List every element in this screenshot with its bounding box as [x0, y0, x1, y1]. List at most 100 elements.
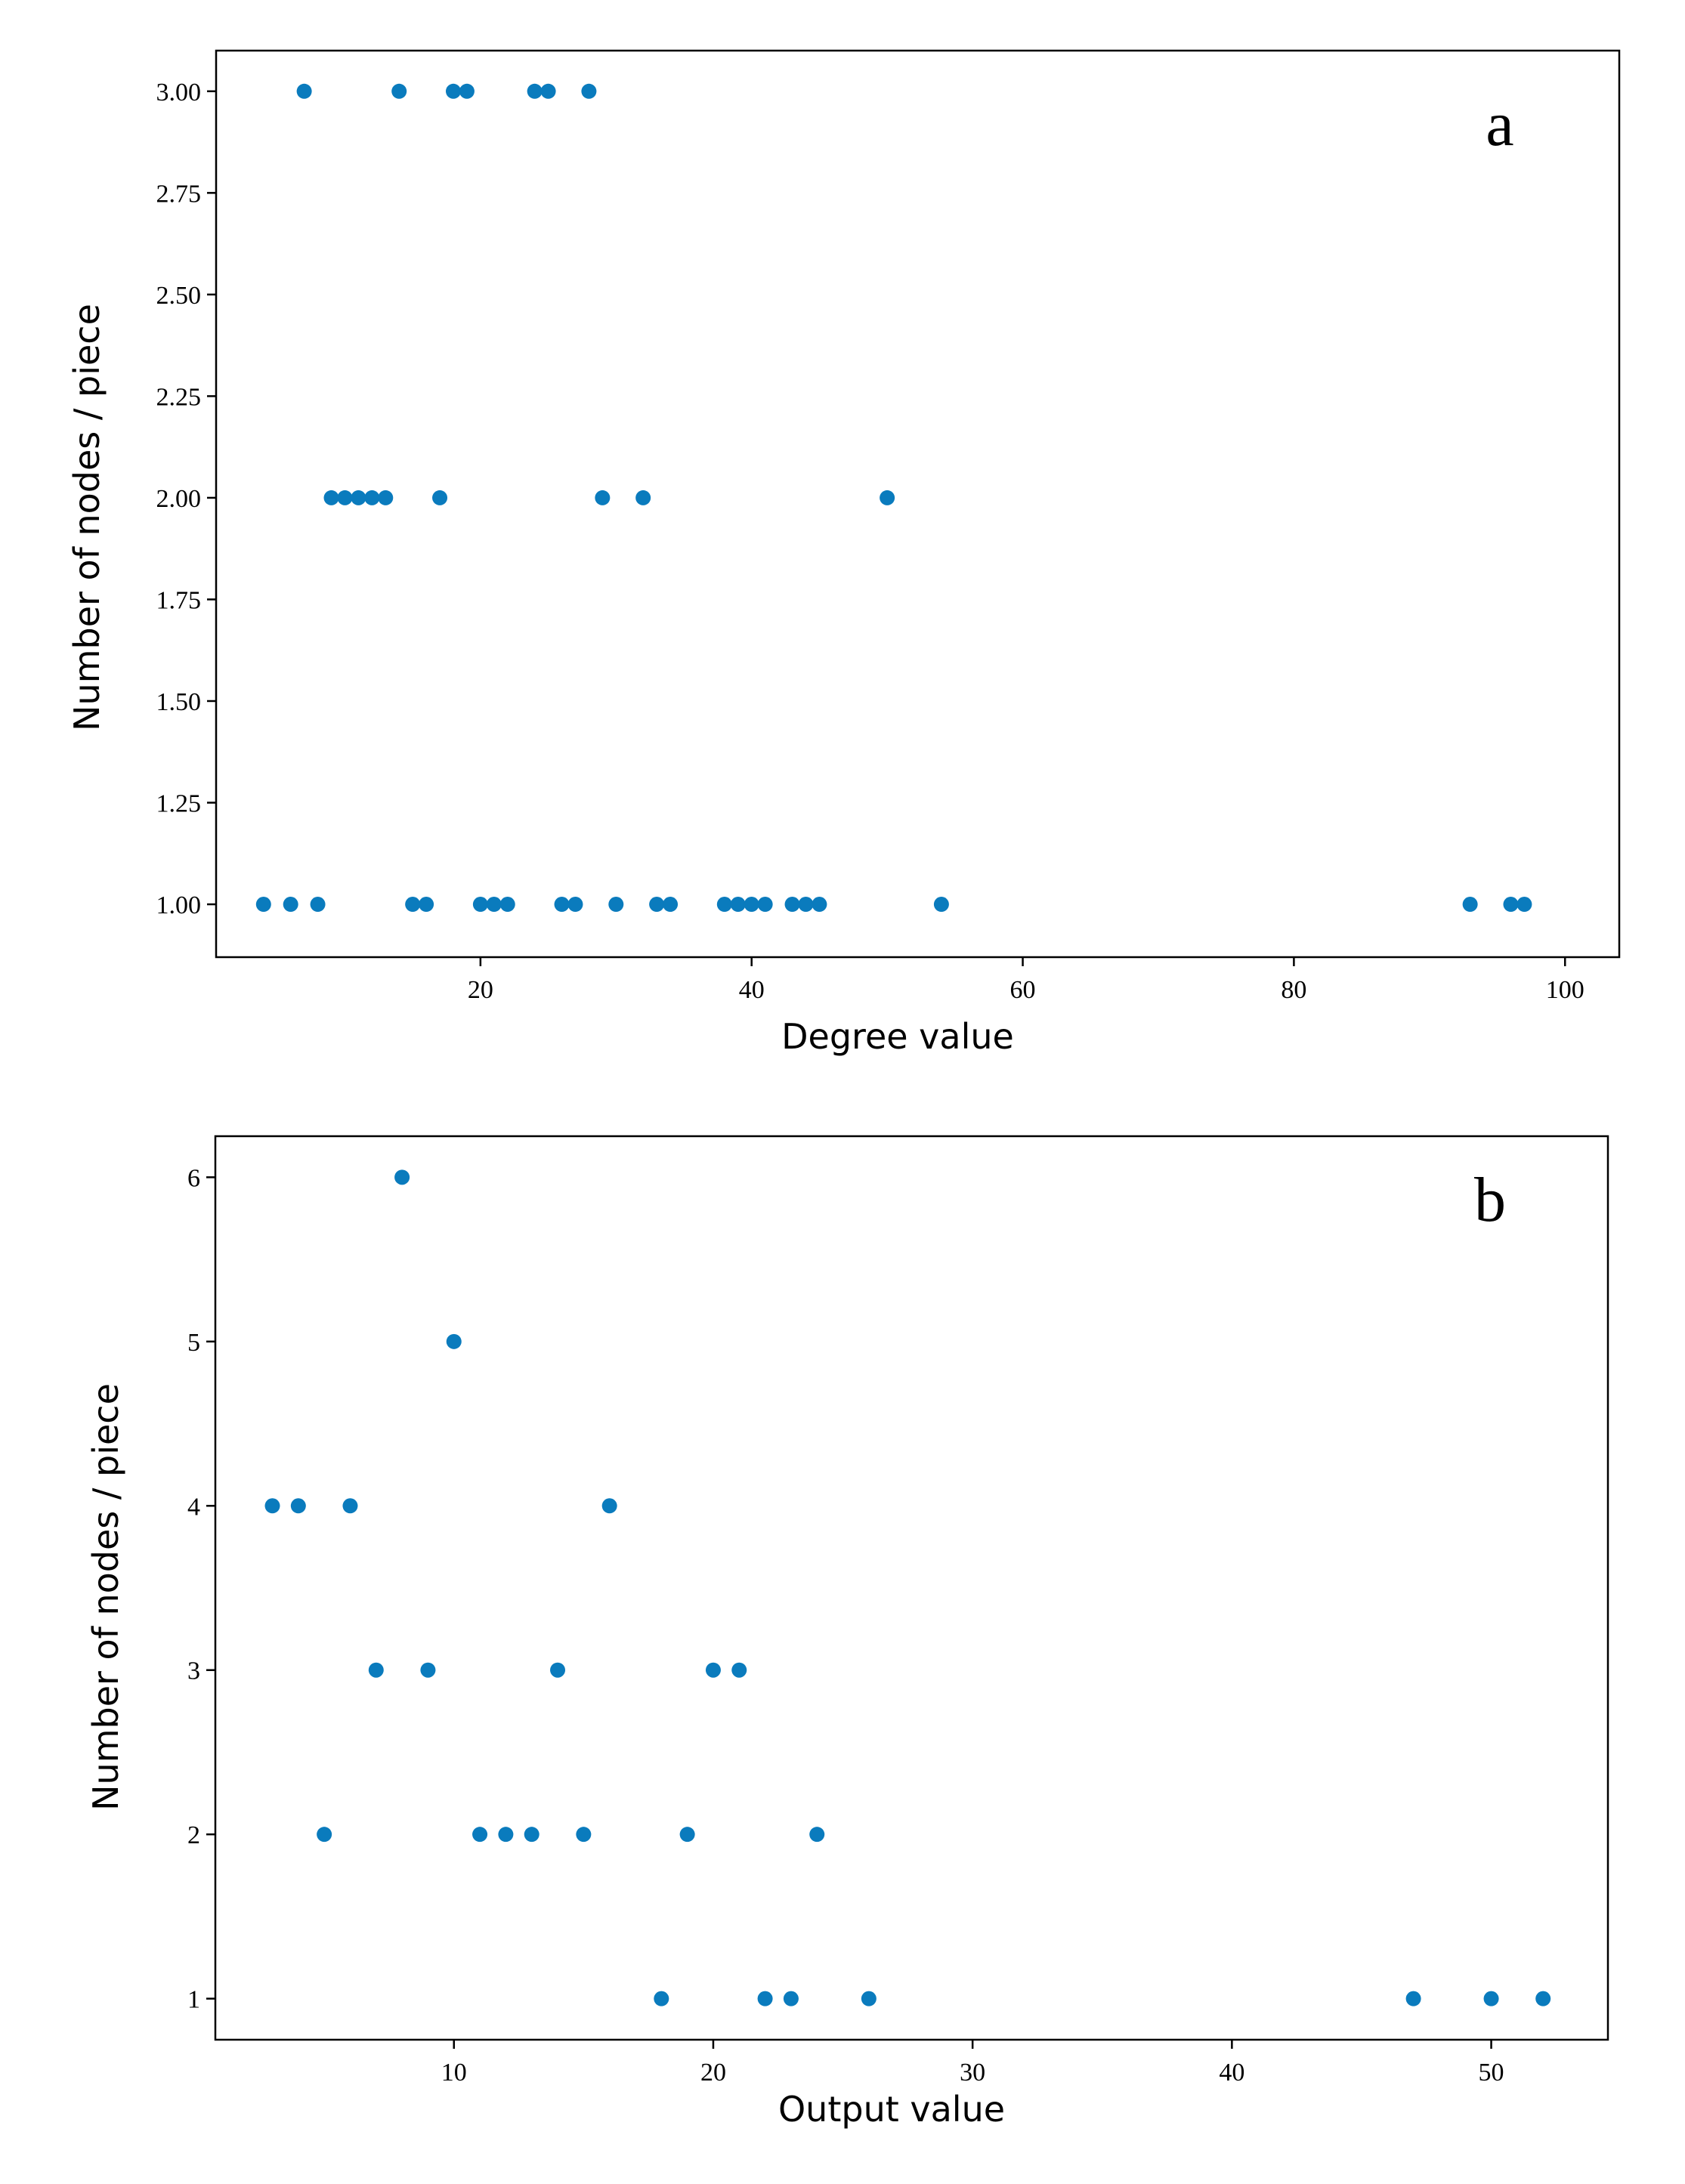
x-tick-label: 30: [960, 2059, 985, 2087]
x-tick-label: 20: [468, 976, 493, 1004]
data-point: [595, 490, 611, 505]
data-point: [337, 490, 353, 505]
data-point: [540, 83, 556, 99]
data-point: [255, 897, 271, 913]
y-axis-label-b: Number of nodes / piece: [85, 1383, 126, 1811]
data-point: [394, 1169, 410, 1185]
data-point: [342, 1498, 358, 1514]
y-tick-label: 1.25: [156, 790, 202, 818]
data-point: [744, 897, 759, 913]
data-point: [432, 490, 448, 505]
data-point: [378, 490, 394, 505]
y-tick-label: 2: [187, 1821, 200, 1849]
x-axis-label-a: Degree value: [781, 1016, 1014, 1057]
y-tick-label: 1.00: [156, 891, 202, 919]
data-point: [679, 1827, 695, 1843]
y-axis-ticks-b: 1 2 3 4 5 6: [187, 1164, 215, 2014]
data-point: [731, 1662, 747, 1678]
data-point: [581, 83, 597, 99]
data-point: [608, 897, 624, 913]
data-point: [391, 83, 407, 99]
x-tick-label: 60: [1010, 976, 1036, 1004]
data-point: [933, 897, 949, 913]
data-point: [364, 490, 380, 505]
y-tick-label: 3: [187, 1657, 200, 1685]
data-point: [812, 897, 827, 913]
data-point: [310, 897, 326, 913]
data-point: [1503, 897, 1519, 913]
data-points-a: [255, 83, 1532, 913]
data-point: [649, 897, 665, 913]
x-axis-ticks-a: 20 40 60 80 100: [468, 957, 1585, 1004]
data-point: [420, 1662, 436, 1678]
data-point: [498, 1827, 514, 1843]
data-point: [576, 1827, 592, 1843]
data-point: [730, 897, 746, 913]
data-point: [635, 490, 651, 505]
data-points-b: [264, 1169, 1551, 2006]
data-point: [290, 1498, 306, 1514]
y-tick-label: 6: [187, 1164, 200, 1192]
x-tick-label: 40: [739, 976, 765, 1004]
data-point: [654, 1991, 669, 2006]
y-tick-label: 4: [187, 1493, 200, 1521]
data-point: [472, 897, 488, 913]
panel-label-b: b: [1474, 1165, 1506, 1235]
plot-frame-a: [215, 49, 1621, 959]
data-point: [663, 897, 679, 913]
data-point: [472, 1827, 488, 1843]
panel-label-a: a: [1486, 89, 1513, 159]
data-point: [601, 1498, 617, 1514]
y-tick-label: 5: [187, 1329, 200, 1357]
data-point: [264, 1498, 280, 1514]
x-axis-label-b: Output value: [778, 2089, 1005, 2130]
x-tick-label: 10: [441, 2059, 467, 2087]
data-point: [1516, 897, 1532, 913]
data-point: [323, 490, 339, 505]
data-point: [486, 897, 502, 913]
chart-panel-a: 1.00 1.25 1.50 1.75 2.00 2.25 2.50 2.75 3.00 20 4…: [66, 49, 1621, 1057]
x-tick-label: 20: [700, 2059, 726, 2087]
chart-panel-b: 1 2 3 4 5 6 10 20 30 40 50 b Output value Number …: [85, 1135, 1609, 2130]
y-axis-ticks-a: 1.00 1.25 1.50 1.75 2.00 2.25 2.50 2.75 3.00: [156, 79, 216, 919]
x-tick-label: 50: [1479, 2059, 1504, 2087]
data-point: [567, 897, 583, 913]
plot-frame-b: [214, 1135, 1609, 2041]
data-point: [527, 83, 543, 99]
y-tick-label: 2.00: [156, 485, 202, 513]
data-point: [351, 490, 366, 505]
data-point: [419, 897, 434, 913]
data-point: [783, 1991, 799, 2006]
data-point: [459, 83, 475, 99]
data-point: [550, 1662, 566, 1678]
data-point: [296, 83, 312, 99]
data-point: [757, 1991, 773, 2006]
y-tick-label: 1: [187, 1986, 200, 2014]
data-point: [784, 897, 800, 913]
x-tick-label: 80: [1281, 976, 1306, 1004]
y-tick-label: 3.00: [156, 79, 202, 107]
data-point: [317, 1827, 332, 1843]
data-point: [1483, 1991, 1499, 2006]
x-tick-label: 40: [1219, 2059, 1244, 2087]
y-tick-label: 1.75: [156, 586, 202, 614]
data-point: [524, 1827, 540, 1843]
data-point: [1535, 1991, 1551, 2006]
x-axis-ticks-b: 10 20 30 40 50: [441, 2040, 1504, 2087]
data-point: [554, 897, 570, 913]
data-point: [405, 897, 421, 913]
data-point: [880, 490, 895, 505]
y-tick-label: 2.25: [156, 383, 202, 411]
data-point: [757, 897, 773, 913]
data-point: [716, 897, 732, 913]
data-point: [1462, 897, 1478, 913]
y-tick-label: 2.75: [156, 180, 202, 208]
y-axis-label-a: Number of nodes / piece: [66, 304, 107, 731]
y-tick-label: 2.50: [156, 282, 202, 310]
data-point: [368, 1662, 384, 1678]
data-point: [446, 1333, 462, 1349]
data-point: [798, 897, 814, 913]
data-point: [1405, 1991, 1421, 2006]
data-point: [861, 1991, 877, 2006]
